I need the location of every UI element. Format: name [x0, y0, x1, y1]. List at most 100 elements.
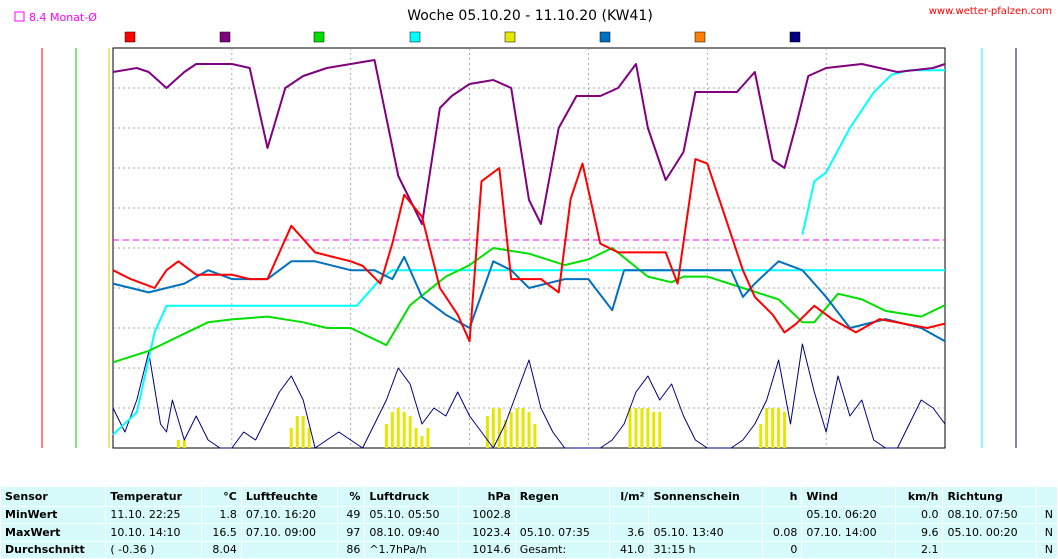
stats-header-cell: °C	[201, 486, 242, 507]
sunshine-bar	[307, 428, 311, 448]
stats-header-cell: Regen	[514, 486, 610, 507]
stats-cell: 31:15 h	[648, 540, 763, 559]
stats-cell: 1002.8	[458, 505, 516, 525]
sunshine-bar	[396, 408, 400, 448]
stats-row: Durchschnitt( -0.36 ) 8.04 86 ^1.7hPa/h 1014…	[0, 540, 1058, 559]
stats-cell: 05.10. 00:20	[942, 523, 1038, 542]
stats-table: Sensor Temperatur °C Luftfeuchte% Luftdruck h…	[0, 486, 1058, 559]
stats-cell: 1.8	[201, 505, 242, 525]
sunshine-bar	[295, 416, 299, 448]
sunshine-bar	[765, 408, 769, 448]
legend-swatch	[313, 31, 325, 43]
legend-swatch	[409, 31, 421, 43]
sunshine-bar	[509, 412, 513, 448]
stats-cell: 05.10. 06:20	[801, 505, 897, 525]
stats-cell: ( -0.36 )	[105, 540, 203, 559]
sunshine-bar	[783, 412, 787, 448]
rain-line-late	[801, 69, 945, 235]
stats-header-cell: Temperatur	[105, 486, 203, 507]
stats-cell	[761, 505, 803, 525]
stats-header-cell: Luftdruck	[364, 486, 460, 507]
sunshine-bar	[652, 412, 656, 448]
sunshine-bar	[408, 416, 412, 448]
legend-swatch	[789, 31, 801, 43]
stats-cell: 1023.4	[458, 523, 516, 542]
legend-swatch	[124, 31, 136, 43]
sunshine-bar	[384, 424, 388, 448]
pressure-line	[112, 247, 946, 364]
sunshine-bar	[497, 408, 501, 448]
stats-header-cell: %	[337, 486, 366, 507]
stats-cell: 16.5	[201, 523, 242, 542]
legend	[124, 31, 801, 43]
stats-cell: 49	[337, 505, 366, 525]
sunshine-bar	[182, 440, 186, 448]
stats-cell: N	[1036, 540, 1058, 559]
stats-cell: 2.1	[895, 540, 944, 559]
sunshine-bar	[515, 408, 519, 448]
stats-cell: 0.08	[761, 523, 803, 542]
stats-cell: ^1.7hPa/h	[364, 540, 460, 559]
stats-cell: 1014.6	[458, 540, 516, 559]
sunshine-bar	[420, 436, 424, 448]
stats-cell: 11.10. 22:25	[105, 505, 203, 525]
stats-row-label: Durchschnitt	[0, 540, 107, 559]
weather-chart: Woche 05.10.20 - 11.10.20 (KW41) www.wet…	[14, 6, 1052, 449]
source-link[interactable]: www.wetter-pfalzen.com	[929, 6, 1052, 17]
stats-header-row: Sensor Temperatur °C Luftfeuchte% Luftdruck h…	[0, 486, 1058, 507]
stats-cell: 08.10. 09:40	[364, 523, 460, 542]
sunshine-bar	[527, 412, 531, 448]
sunshine-bar	[521, 408, 525, 448]
stats-header-cell: hPa	[458, 486, 516, 507]
stats-cell: 07.10. 16:20	[240, 505, 339, 525]
legend-swatch	[694, 31, 706, 43]
legend-swatch	[599, 31, 611, 43]
legend-swatch	[504, 31, 516, 43]
chart-title: Woche 05.10.20 - 11.10.20 (KW41)	[407, 8, 653, 24]
sunshine-bar	[658, 412, 662, 448]
stats-header-cell	[1036, 486, 1058, 507]
stats-cell: 0.0	[895, 505, 944, 525]
stats-cell: 07.10. 09:00	[240, 523, 339, 542]
stats-header-cell: Luftfeuchte	[240, 486, 339, 507]
sunshine-bar	[426, 428, 430, 448]
stats-cell	[648, 505, 763, 525]
monthly-avg-legend-box	[14, 11, 25, 22]
stats-header-cell: Wind	[801, 486, 897, 507]
stats-cell: N	[1036, 505, 1058, 525]
rain-line	[112, 269, 945, 436]
stats-cell: 05.10. 07:35	[514, 523, 610, 542]
sunshine-bar	[301, 416, 305, 448]
stats-cell: 3.6	[608, 523, 650, 542]
sunshine-bar	[176, 440, 180, 448]
stats-cell: 08.10. 07:50	[942, 505, 1038, 525]
stats-header-cell: km/h	[895, 486, 944, 507]
sunshine-bar	[759, 424, 763, 448]
stats-cell	[608, 505, 650, 525]
stats-header-cell: l/m²	[608, 486, 650, 507]
sunshine-bar	[646, 408, 650, 448]
stats-cell	[514, 505, 610, 525]
stats-header-cell: Sonnenschein	[648, 486, 763, 507]
sunshine-bar	[485, 416, 489, 448]
monthly-avg-label: 8.4 Monat-Ø	[29, 11, 97, 24]
stats-cell: 0	[761, 540, 803, 559]
stats-cell: 10.10. 14:10	[105, 523, 203, 542]
stats-header-cell: Sensor	[0, 486, 107, 507]
stats-cell: 86	[337, 540, 366, 559]
sunshine-bar	[640, 408, 644, 448]
stats-row-label: MinWert	[0, 505, 107, 525]
humidity-line	[112, 59, 946, 225]
sunshine-bar	[634, 408, 638, 448]
temperature-line	[112, 158, 946, 343]
stats-cell: 8.04	[201, 540, 242, 559]
sunshine-bar	[390, 412, 394, 448]
sunshine-bar	[628, 408, 632, 448]
dewpoint-line	[112, 255, 946, 343]
sunshine-bar	[289, 428, 293, 448]
grid-layer	[112, 47, 946, 449]
stats-cell: Gesamt:	[514, 540, 610, 559]
stats-cell	[942, 540, 1038, 559]
stats-cell: 05.10. 05:50	[364, 505, 460, 525]
sunshine-bar	[777, 408, 781, 448]
